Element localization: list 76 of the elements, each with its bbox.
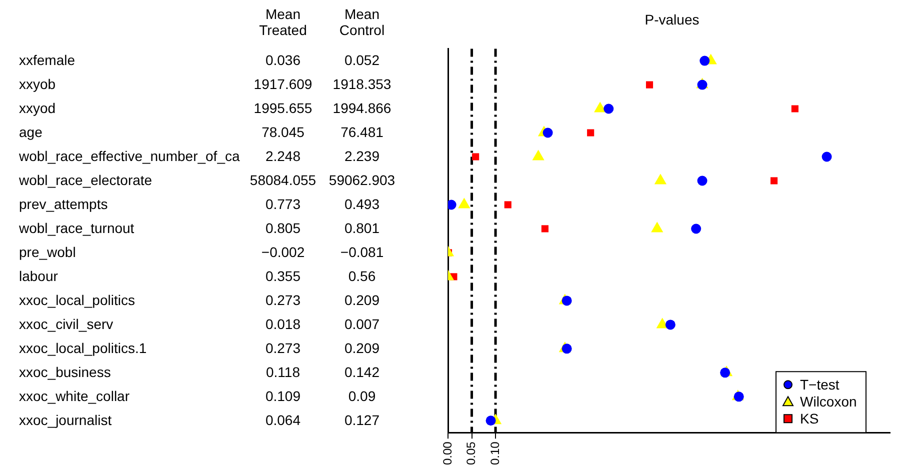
- category-label: xxoc_journalist: [19, 412, 112, 428]
- data-label: 0.209: [343, 292, 381, 308]
- point: [448, 200, 456, 210]
- point: [791, 105, 798, 112]
- point: [486, 416, 496, 426]
- data-label: 2.248: [264, 148, 302, 164]
- data-label: 78.045: [260, 124, 306, 140]
- point: [697, 176, 708, 186]
- x-tick-label: 0.05: [464, 441, 478, 466]
- data-label: 0.109: [264, 388, 302, 404]
- data-label: 0.805: [264, 220, 302, 236]
- point: [700, 56, 710, 66]
- data-label: 0.773: [264, 196, 302, 212]
- point: [720, 368, 730, 378]
- category-label: age: [19, 124, 42, 140]
- point: [562, 344, 572, 354]
- data-label: 0.56: [347, 268, 377, 284]
- point: [542, 128, 553, 138]
- data-label: 0.127: [343, 412, 381, 428]
- point: [770, 177, 778, 184]
- data-label: 59062.903: [328, 172, 396, 188]
- point: [504, 201, 512, 208]
- data-label: 0.007: [343, 316, 381, 332]
- data-label: 0.064: [264, 412, 302, 428]
- point: [604, 104, 614, 114]
- text: Mean Treated: [258, 6, 308, 38]
- x-tick-label: 0.10: [488, 441, 502, 466]
- category-label: wobl_race_turnout: [19, 220, 134, 236]
- point: [822, 152, 832, 162]
- data-label: −0.002: [260, 244, 306, 260]
- point: [665, 320, 676, 330]
- data-label: 0.052: [343, 52, 381, 68]
- category-label: xxoc_civil_serv: [19, 316, 114, 332]
- point: [587, 129, 594, 136]
- data-label: 0.209: [343, 340, 381, 356]
- point: [472, 153, 480, 160]
- data-label: 0.273: [264, 340, 302, 356]
- data-label: 0.142: [343, 364, 381, 380]
- data-label: 0.273: [264, 292, 302, 308]
- data-label: 58084.055: [248, 172, 318, 188]
- data-label: 1995.655: [252, 100, 314, 116]
- point: [646, 81, 654, 88]
- legend-label: KS: [800, 410, 819, 427]
- data-label: 0.036: [264, 52, 302, 68]
- category-label: wobl_race_effective_number_of_ca: [19, 148, 240, 164]
- data-label: 0.118: [265, 364, 301, 380]
- x-tick-label: 0.00: [440, 441, 454, 466]
- data-label: −0.081: [339, 244, 385, 260]
- chart-title: P-values: [644, 11, 700, 28]
- data-label: 0.018: [264, 316, 302, 332]
- category-label: xxoc_local_politics: [19, 292, 135, 308]
- data-label: 1994.866: [332, 100, 392, 116]
- data-label: 1918.353: [332, 76, 392, 92]
- category-label: prev_attempts: [19, 196, 108, 212]
- data-label: 0.09: [347, 388, 377, 404]
- category-label: xxfemale: [19, 52, 76, 68]
- category-label: xxoc_business: [19, 364, 111, 380]
- point: [541, 225, 548, 232]
- data-label: 0.801: [343, 220, 381, 236]
- point: [691, 224, 702, 234]
- data-label: 2.239: [343, 148, 381, 164]
- legend-label: Wilcoxon: [800, 394, 857, 410]
- category-label: xxoc_white_collar: [19, 388, 130, 404]
- category-label: xxoc_local_politics.1: [19, 340, 147, 356]
- category-label: labour: [19, 268, 58, 284]
- category-label: wobl_race_electorate: [19, 172, 152, 188]
- data-label: 0.355: [264, 268, 302, 284]
- data-label: 1917.609: [252, 76, 314, 92]
- legend-label: T−test: [800, 376, 840, 393]
- point: [562, 296, 572, 306]
- category-label: xxyod: [19, 100, 56, 116]
- text: Mean Control: [338, 6, 386, 38]
- data-label: 0.493: [343, 196, 381, 212]
- data-label: 76.481: [340, 124, 384, 140]
- category-label: xxyob: [19, 76, 56, 92]
- category-label: pre_wobl: [19, 244, 76, 260]
